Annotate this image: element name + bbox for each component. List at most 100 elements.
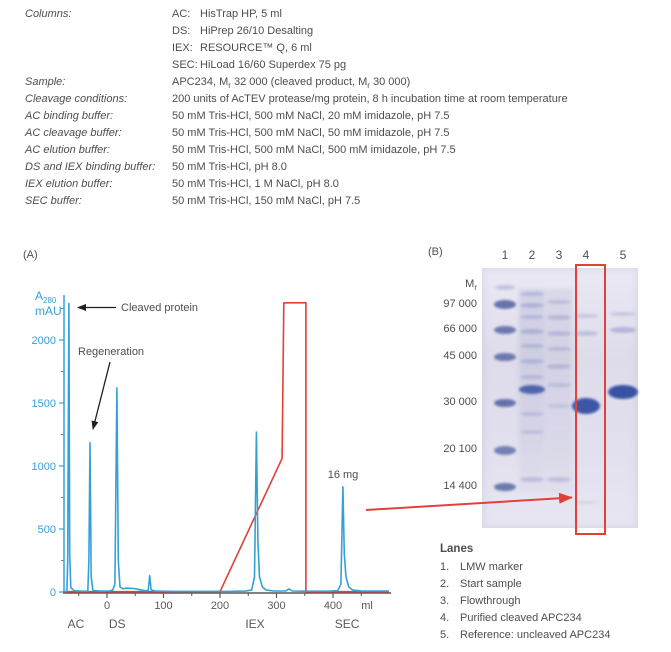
- gel-legend-item: 5. Reference: uncleaved APC234: [440, 627, 610, 644]
- condition-text: r: [228, 81, 231, 91]
- mr-base: M: [465, 278, 475, 290]
- condition-value: 50 mM Tris-HCl, 500 mM NaCl, 500 mM imid…: [172, 142, 456, 159]
- condition-line: AC: HisTrap HP, 5 ml: [172, 6, 346, 23]
- series-uv-280-trace: [62, 302, 389, 593]
- condition-row: IEX elution buffer: 50 mM Tris-HCl, 1 M N…: [25, 176, 568, 193]
- mr-sub: r: [474, 283, 477, 293]
- gel-band: [547, 477, 571, 483]
- condition-label: Columns:: [25, 8, 72, 20]
- condition-value: 50 mM Tris-HCl, 500 mM NaCl, 50 mM imida…: [172, 125, 450, 142]
- condition-line: 50 mM Tris-HCl, 500 mM NaCl, 50 mM imida…: [172, 125, 450, 142]
- x-axis-tick-label: 0: [104, 600, 110, 612]
- gel-lane-number: 2: [528, 248, 536, 262]
- gel-band: [520, 329, 544, 335]
- gel-legend-text: LMW marker: [460, 561, 523, 573]
- condition-line: 50 mM Tris-HCl, 500 mM NaCl, 20 mM imida…: [172, 108, 450, 125]
- condition-line: SEC: HiLoad 16/60 Superdex 75 pg: [172, 57, 346, 74]
- condition-row: SEC buffer: 50 mM Tris-HCl, 150 mM NaCl, …: [25, 193, 568, 210]
- gel-legend-number: 2.: [440, 578, 450, 590]
- gel-band: [520, 375, 544, 380]
- gel-band: [494, 398, 516, 407]
- annotation-cleaved-protein: Cleaved protein: [121, 302, 198, 314]
- gel-legend: Lanes 1. LMW marker 2. Start sample 3. Flowth…: [440, 543, 610, 644]
- stage-label-ac: AC: [68, 617, 85, 631]
- condition-value: APC234, Mr 32 000 (cleaved product, Mr 3…: [172, 74, 410, 91]
- panel-a-label: (A): [23, 249, 38, 261]
- gel-lane-number: 3: [555, 248, 563, 262]
- condition-row: Cleavage conditions: 200 units of AcTEV p…: [25, 91, 568, 108]
- condition-label: AC binding buffer:: [25, 110, 114, 122]
- gel-legend-items: 1. LMW marker 2. Start sample 3. Flowthrough 4…: [440, 559, 610, 644]
- condition-text: 50 mM Tris-HCl, 500 mM NaCl, 50 mM imida…: [172, 127, 450, 139]
- x-axis-tick-label: 100: [154, 600, 172, 612]
- condition-row: AC cleavage buffer: 50 mM Tris-HCl, 500 m…: [25, 125, 568, 142]
- y-axis-tick-label: 500: [38, 524, 56, 536]
- panel-a-chromatogram: (A) 0 100 200 300 400 ml 0 500 1000 1500 2000 A280 mA…: [15, 242, 415, 646]
- gel-band: [520, 411, 544, 416]
- mw-marker-label: 66 000: [443, 322, 477, 335]
- condition-value: 50 mM Tris-HCl, 150 mM NaCl, pH 7.5: [172, 193, 360, 210]
- gel-legend-text: Start sample: [460, 578, 522, 590]
- condition-row: AC binding buffer: 50 mM Tris-HCl, 500 mM…: [25, 108, 568, 125]
- condition-label: AC cleavage buffer:: [25, 127, 122, 139]
- condition-prefix: AC:: [172, 8, 191, 20]
- condition-text: 32 000 (cleaved product, M: [230, 76, 368, 88]
- condition-text: 50 mM Tris-HCl, 1 M NaCl, pH 8.0: [172, 178, 339, 190]
- mw-marker-label: 45 000: [443, 349, 477, 362]
- mw-marker-label: 14 400: [443, 479, 477, 492]
- gel-band: [547, 383, 571, 387]
- condition-label: SEC buffer:: [25, 195, 82, 207]
- gel-band: [547, 299, 571, 304]
- conditions-table: Columns: AC: HisTrap HP, 5 ml DS: HiPrep 26/…: [25, 6, 568, 210]
- gel-band: [520, 292, 544, 296]
- gel-band: [494, 300, 516, 310]
- x-axis-tick-label: 200: [211, 600, 229, 612]
- gel-legend-item: 3. Flowthrough: [440, 593, 610, 610]
- y-axis-unit: mAU: [35, 304, 62, 318]
- condition-text: RESOURCE™ Q, 6 ml: [200, 42, 312, 54]
- condition-value: AC: HisTrap HP, 5 ml DS: HiPrep 26/10 Desal…: [172, 6, 346, 74]
- condition-line: 200 units of AcTEV protease/mg protein, …: [172, 91, 568, 108]
- gel-band: [520, 344, 544, 348]
- condition-row: AC elution buffer: 50 mM Tris-HCl, 500 mM…: [25, 142, 568, 159]
- x-axis-tick-label: 300: [267, 600, 285, 612]
- condition-value: 200 units of AcTEV protease/mg protein, …: [172, 91, 568, 108]
- gel-band: [608, 385, 638, 400]
- mw-marker-label: 20 100: [443, 443, 477, 455]
- condition-label: Cleavage conditions:: [25, 93, 128, 105]
- gel-band: [520, 477, 544, 483]
- condition-text: APC234, M: [172, 76, 229, 88]
- gel-band: [610, 326, 636, 333]
- annotation-regeneration: Regeneration: [78, 346, 144, 358]
- gel-lane-smear: [546, 289, 572, 492]
- gel-image: [482, 268, 638, 528]
- condition-text: 50 mM Tris-HCl, 150 mM NaCl, pH 7.5: [172, 195, 361, 207]
- gel-band: [574, 500, 598, 504]
- gel-legend-item: 2. Start sample: [440, 576, 610, 593]
- gel-lane-number: 5: [619, 248, 627, 262]
- condition-line: DS: HiPrep 26/10 Desalting: [172, 23, 346, 40]
- condition-prefix: DS:: [172, 25, 191, 37]
- gel-legend-text: Purified cleaved APC234: [460, 612, 582, 624]
- condition-value: 50 mM Tris-HCl, 1 M NaCl, pH 8.0: [172, 176, 339, 193]
- panel-b-label: (B): [428, 246, 443, 258]
- condition-line: 50 mM Tris-HCl, 150 mM NaCl, pH 7.5: [172, 193, 360, 210]
- condition-text: 50 mM Tris-HCl, 500 mM NaCl, 20 mM imida…: [172, 110, 450, 122]
- y-axis-tick-label: 0: [50, 587, 56, 599]
- lane4-highlight-rect: [575, 264, 606, 535]
- gel-band: [574, 314, 598, 319]
- gel-band: [494, 482, 516, 491]
- gel-legend-item: 4. Purified cleaved APC234: [440, 610, 610, 627]
- gel-band: [574, 330, 598, 336]
- mw-marker-label: 97 000: [443, 297, 477, 310]
- condition-text: 30 000): [369, 76, 411, 88]
- gel-legend-title: Lanes: [440, 543, 474, 555]
- y-axis-tick-label: 1500: [32, 398, 56, 410]
- gel-band: [547, 346, 571, 351]
- mr-title: Mr: [425, 278, 477, 293]
- condition-value: 50 mM Tris-HCl, 500 mM NaCl, 20 mM imida…: [172, 108, 450, 125]
- stage-label-sec: SEC: [335, 617, 360, 631]
- annotation-sec-amount: 16 mg: [328, 469, 359, 481]
- gel-band: [547, 314, 571, 320]
- condition-text: r: [367, 81, 370, 91]
